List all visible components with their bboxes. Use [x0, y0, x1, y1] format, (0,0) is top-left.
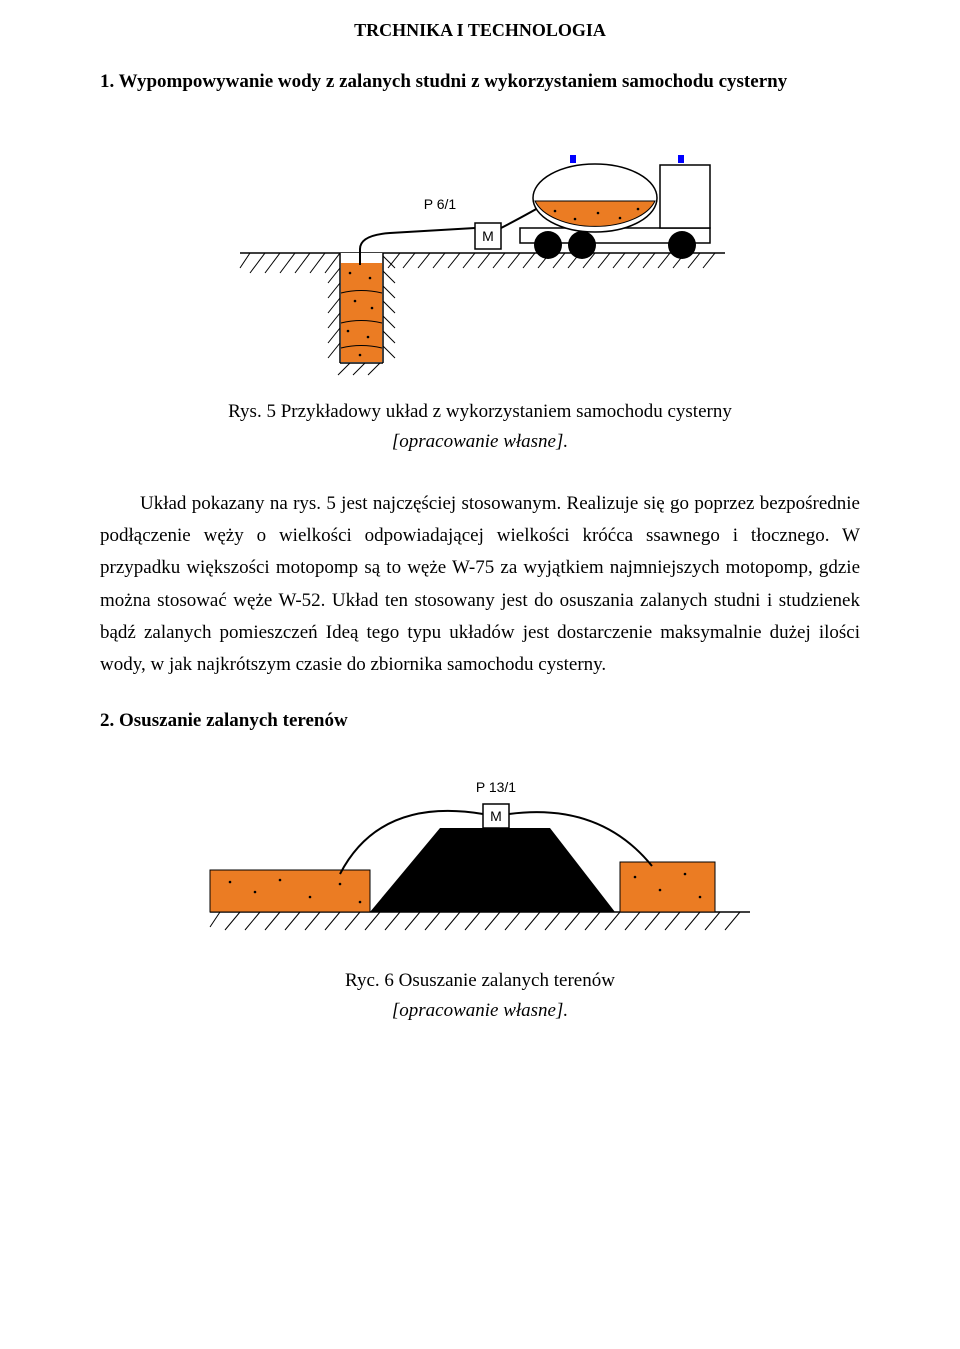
- section-2-title: 2. Osuszanie zalanych terenów: [100, 710, 860, 732]
- figure-2: M P 13/1 Ryc. 6 Osuszanie zalanych teren…: [100, 762, 860, 1027]
- section-1-title: 1. Wypompowywanie wody z zalanych studni…: [100, 71, 860, 93]
- page-header: TRCHNIKA I TECHNOLOGIA: [100, 20, 860, 41]
- figure-1-caption: Rys. 5 Przykładowy układ z wykorzystanie…: [228, 401, 732, 422]
- figure-2-caption: Ryc. 6 Osuszanie zalanych terenów: [345, 970, 615, 991]
- figure-1-source: [opracowanie własne].: [392, 431, 568, 452]
- fig2-label-m: M: [490, 808, 502, 824]
- figure-1-svg: M P 6/1: [220, 123, 740, 383]
- fig1-label-p: P 6/1: [424, 196, 457, 212]
- figure-1: M P 6/1: [100, 123, 860, 458]
- body-paragraph: Układ pokazany na rys. 5 jest najczęście…: [100, 488, 860, 682]
- figure-2-source: [opracowanie własne].: [392, 1000, 568, 1021]
- fig1-label-m: M: [482, 228, 494, 244]
- figure-2-svg: M P 13/1: [200, 762, 760, 952]
- fig2-label-p: P 13/1: [476, 779, 516, 795]
